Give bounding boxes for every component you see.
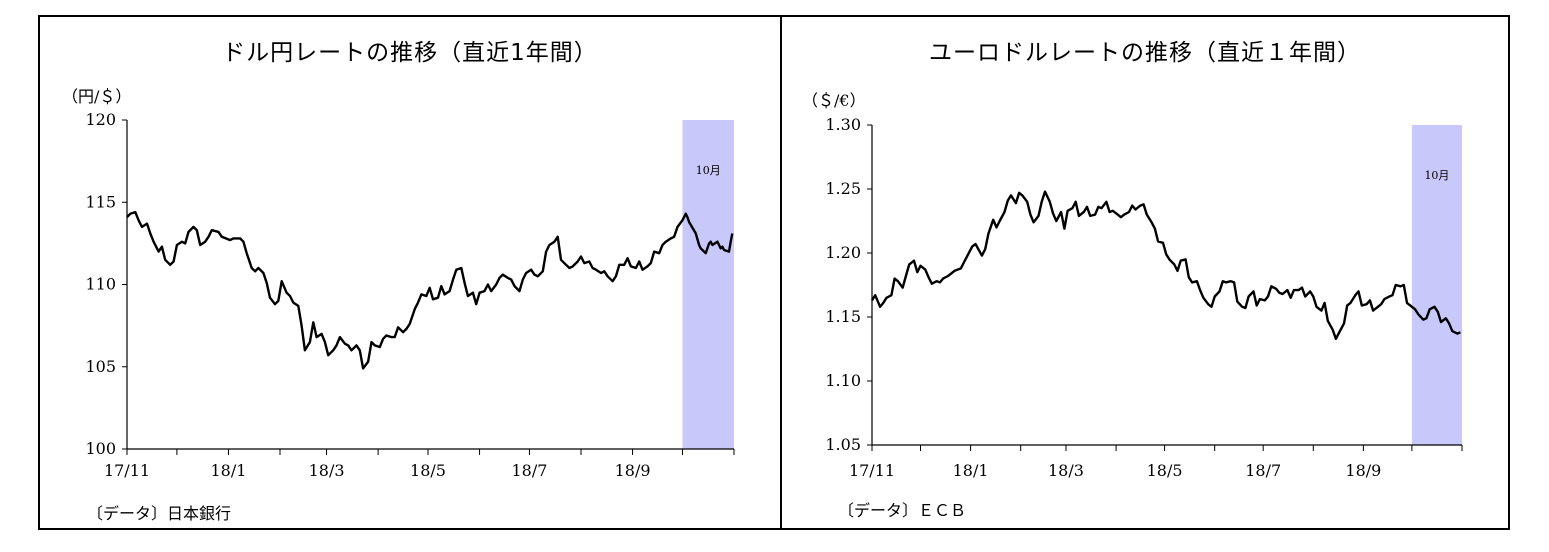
usd-jpy-y-tick-label: 120 (85, 110, 116, 129)
eur-usd-y-tick-label: 1.20 (825, 243, 861, 262)
usd-jpy-highlight-band (682, 120, 734, 449)
eur-usd-title: ユーロドルレートの推移（直近１年間） (929, 40, 1361, 66)
eur-usd-x-tick-label: 18/3 (1048, 461, 1084, 480)
eur-usd-x-tick-label: 18/1 (953, 461, 989, 480)
usd-jpy-x-tick-label: 18/7 (511, 461, 547, 480)
eur-usd-series-line (870, 190, 1461, 340)
usd-jpy-x-tick-label: 18/3 (309, 461, 345, 480)
usd-jpy-y-tick-label: 100 (85, 439, 116, 458)
usd-jpy-title: ドル円レートの推移（直近1年間） (222, 40, 598, 66)
eur-usd-highlight-band (1411, 125, 1462, 445)
eur-usd-y-tick-label: 1.30 (825, 115, 861, 134)
panel-divider (780, 15, 782, 530)
eur-usd-unit-label: （＄/€） (802, 91, 866, 110)
usd-jpy-series-line (126, 210, 734, 370)
usd-jpy-x-tick-label: 18/9 (615, 461, 651, 480)
usd-jpy-highlight-label: 10月 (696, 164, 721, 177)
eur-usd-panel: ユーロドルレートの推移（直近１年間） （＄/€） 〔データ〕ＥＣＢ (782, 15, 1508, 530)
eur-usd-y-tick-label: 1.10 (825, 371, 861, 390)
eur-usd-y-tick-label: 1.05 (825, 435, 861, 454)
usd-jpy-y-tick-label: 115 (85, 192, 116, 211)
eur-usd-x-tick-label: 18/9 (1345, 461, 1381, 480)
eur-usd-source: 〔データ〕ＥＣＢ (838, 501, 967, 520)
eur-usd-x-tick-label: 18/5 (1147, 461, 1183, 480)
eur-usd-x-tick-label: 17/11 (849, 461, 895, 480)
usd-jpy-source: 〔データ〕日本銀行 (87, 504, 232, 523)
usd-jpy-x-tick-label: 17/11 (104, 461, 150, 480)
usd-jpy-unit-label: （円/＄） (62, 87, 132, 106)
usd-jpy-panel: ドル円レートの推移（直近1年間） （円/＄） 〔データ〕日本銀行 (40, 15, 780, 530)
usd-jpy-x-tick-label: 18/5 (410, 461, 446, 480)
usd-jpy-x-tick-label: 18/1 (210, 461, 246, 480)
eur-usd-x-tick-label: 18/7 (1245, 461, 1281, 480)
eur-usd-y-tick-label: 1.25 (825, 179, 861, 198)
usd-jpy-y-tick-label: 105 (85, 357, 116, 376)
figure-frame (38, 15, 1510, 530)
eur-usd-highlight-label: 10月 (1424, 169, 1449, 182)
usd-jpy-y-tick-label: 110 (85, 275, 116, 294)
eur-usd-y-tick-label: 1.15 (825, 307, 861, 326)
